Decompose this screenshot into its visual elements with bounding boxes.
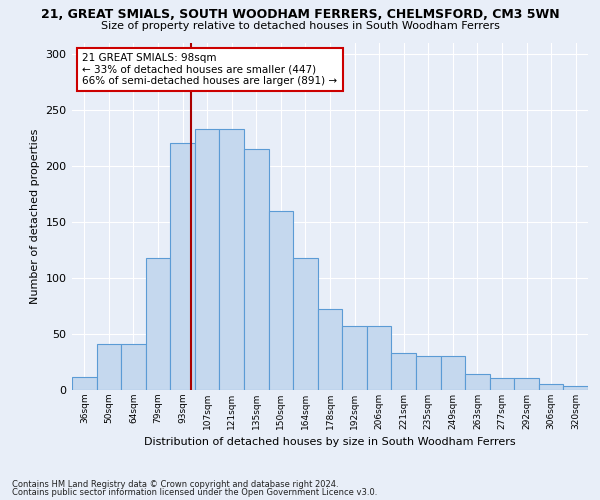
Bar — [170, 144, 195, 390]
Bar — [318, 310, 342, 390]
Bar — [244, 149, 269, 390]
Bar — [293, 258, 318, 390]
Bar — [269, 210, 293, 390]
Bar — [440, 356, 465, 390]
Text: 21, GREAT SMIALS, SOUTH WOODHAM FERRERS, CHELMSFORD, CM3 5WN: 21, GREAT SMIALS, SOUTH WOODHAM FERRERS,… — [41, 8, 559, 20]
X-axis label: Distribution of detached houses by size in South Woodham Ferrers: Distribution of detached houses by size … — [144, 438, 516, 448]
Bar — [220, 129, 244, 390]
Bar — [72, 376, 97, 390]
Bar — [391, 353, 416, 390]
Bar — [490, 378, 514, 390]
Bar — [367, 326, 391, 390]
Text: Contains public sector information licensed under the Open Government Licence v3: Contains public sector information licen… — [12, 488, 377, 497]
Y-axis label: Number of detached properties: Number of detached properties — [30, 128, 40, 304]
Bar — [416, 356, 440, 390]
Text: Size of property relative to detached houses in South Woodham Ferrers: Size of property relative to detached ho… — [101, 21, 499, 31]
Bar — [342, 326, 367, 390]
Bar — [146, 258, 170, 390]
Text: Contains HM Land Registry data © Crown copyright and database right 2024.: Contains HM Land Registry data © Crown c… — [12, 480, 338, 489]
Bar — [563, 386, 588, 390]
Bar — [97, 344, 121, 390]
Bar — [121, 344, 146, 390]
Bar — [514, 378, 539, 390]
Bar — [539, 384, 563, 390]
Bar — [195, 129, 220, 390]
Bar — [465, 374, 490, 390]
Text: 21 GREAT SMIALS: 98sqm
← 33% of detached houses are smaller (447)
66% of semi-de: 21 GREAT SMIALS: 98sqm ← 33% of detached… — [82, 53, 337, 86]
